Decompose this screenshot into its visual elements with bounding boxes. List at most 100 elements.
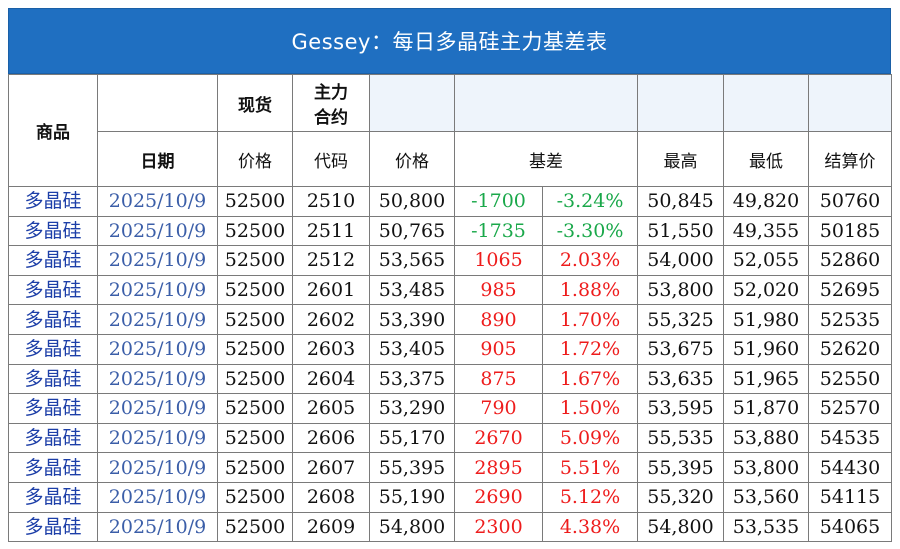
cell-basis: -1700 [454, 186, 543, 217]
header-code: 代码 [292, 131, 370, 187]
cell-high: 50,845 [637, 186, 724, 217]
cell-basis-percent: 5.12% [542, 481, 638, 513]
cell-spot-price: 52500 [217, 363, 293, 395]
cell-low: 49,820 [723, 186, 809, 217]
cell-settle: 54535 [808, 422, 892, 454]
cell-code: 2608 [292, 481, 370, 513]
header-main-line2: 合约 [314, 108, 348, 128]
cell-low: 51,870 [723, 393, 809, 424]
cell-settle: 54430 [808, 452, 892, 483]
cell-low: 53,880 [723, 422, 809, 454]
cell-price: 55,170 [369, 422, 455, 454]
cell-settle: 52535 [808, 304, 892, 335]
cell-basis: 2670 [454, 422, 543, 454]
cell-price: 53,405 [369, 333, 455, 365]
cell-high: 54,000 [637, 245, 724, 276]
header-empty-date-top [97, 74, 218, 132]
cell-date: 2025/10/9 [97, 186, 218, 217]
header-date: 日期 [97, 131, 218, 187]
cell-high: 53,635 [637, 363, 724, 395]
table-row: 多晶硅 2025/10/9 52500 2609 54,800 2300 4.38% 54,8… [8, 511, 892, 543]
cell-settle: 54065 [808, 511, 892, 543]
cell-basis-percent: 2.03% [542, 245, 638, 276]
cell-settle: 52620 [808, 333, 892, 365]
cell-settle: 50760 [808, 186, 892, 217]
cell-date: 2025/10/9 [97, 245, 218, 276]
header-main-contract: 主力 合约 [292, 74, 370, 132]
cell-low: 51,960 [723, 333, 809, 365]
cell-basis-percent: 5.09% [542, 422, 638, 454]
header-row-bottom: 日期 价格 代码 价格 基差 最高 最低 结算价 [9, 131, 892, 187]
cell-date: 2025/10/9 [97, 274, 218, 306]
cell-low: 51,980 [723, 304, 809, 335]
cell-high: 53,675 [637, 333, 724, 365]
cell-date: 2025/10/9 [97, 304, 218, 335]
cell-low: 53,800 [723, 452, 809, 483]
cell-basis: 905 [454, 333, 543, 365]
table-row: 多晶硅 2025/10/9 52500 2603 53,405 905 1.72% 53,67… [8, 333, 892, 365]
cell-product: 多晶硅 [8, 333, 98, 365]
table-row: 多晶硅 2025/10/9 52500 2601 53,485 985 1.88% 53,80… [8, 274, 892, 306]
cell-high: 51,550 [637, 215, 724, 247]
cell-basis-percent: -3.24% [542, 186, 638, 217]
cell-low: 52,020 [723, 274, 809, 306]
cell-spot-price: 52500 [217, 511, 293, 543]
cell-basis: 2300 [454, 511, 543, 543]
cell-code: 2602 [292, 304, 370, 335]
cell-price: 53,390 [369, 304, 455, 335]
cell-product: 多晶硅 [8, 393, 98, 424]
basis-table: 商品 现货 主力 合约 日期 价格 代码 价格 基差 最高 [8, 74, 892, 543]
cell-high: 53,595 [637, 393, 724, 424]
cell-basis-percent: 1.70% [542, 304, 638, 335]
cell-product: 多晶硅 [8, 481, 98, 513]
cell-code: 2609 [292, 511, 370, 543]
cell-product: 多晶硅 [8, 452, 98, 483]
cell-code: 2601 [292, 274, 370, 306]
table-row: 多晶硅 2025/10/9 52500 2602 53,390 890 1.70% 55,32… [8, 304, 892, 335]
cell-basis: -1735 [454, 215, 543, 247]
cell-price: 50,765 [369, 215, 455, 247]
header-main-line1: 主力 [314, 83, 348, 103]
cell-spot-price: 52500 [217, 274, 293, 306]
cell-basis: 790 [454, 393, 543, 424]
cell-low: 49,355 [723, 215, 809, 247]
cell-code: 2512 [292, 245, 370, 276]
cell-product: 多晶硅 [8, 245, 98, 276]
cell-code: 2606 [292, 422, 370, 454]
header-blank-price [369, 74, 455, 132]
cell-spot-price: 52500 [217, 452, 293, 483]
cell-price: 53,375 [369, 363, 455, 395]
cell-product: 多晶硅 [8, 274, 98, 306]
cell-date: 2025/10/9 [97, 393, 218, 424]
cell-basis: 2895 [454, 452, 543, 483]
table-row: 多晶硅 2025/10/9 52500 2604 53,375 875 1.67% 53,63… [8, 363, 892, 395]
header-product: 商品 [8, 74, 98, 187]
cell-price: 53,485 [369, 274, 455, 306]
header-blank-high [637, 74, 724, 132]
basis-sheet: Gessey：每日多晶硅主力基差表 商品 现货 主力 合约 [8, 8, 892, 543]
cell-spot-price: 52500 [217, 304, 293, 335]
cell-code: 2604 [292, 363, 370, 395]
header-settle: 结算价 [808, 131, 892, 187]
cell-low: 53,560 [723, 481, 809, 513]
cell-spot-price: 52500 [217, 215, 293, 247]
cell-low: 52,055 [723, 245, 809, 276]
cell-product: 多晶硅 [8, 304, 98, 335]
cell-product: 多晶硅 [8, 511, 98, 543]
sheet-title-text: Gessey：每日多晶硅主力基差表 [291, 30, 608, 54]
header-high: 最高 [637, 131, 724, 187]
cell-basis: 985 [454, 274, 543, 306]
cell-settle: 52695 [808, 274, 892, 306]
cell-basis-percent: 1.72% [542, 333, 638, 365]
cell-settle: 54115 [808, 481, 892, 513]
cell-basis-percent: 4.38% [542, 511, 638, 543]
cell-product: 多晶硅 [8, 215, 98, 247]
cell-date: 2025/10/9 [97, 363, 218, 395]
cell-basis: 875 [454, 363, 543, 395]
cell-price: 53,290 [369, 393, 455, 424]
header-price: 价格 [369, 131, 455, 187]
cell-basis-percent: -3.30% [542, 215, 638, 247]
header-basis: 基差 [454, 131, 638, 187]
cell-spot-price: 52500 [217, 481, 293, 513]
table-row: 多晶硅 2025/10/9 52500 2511 50,765 -1735 -3.30% 51… [8, 215, 892, 247]
